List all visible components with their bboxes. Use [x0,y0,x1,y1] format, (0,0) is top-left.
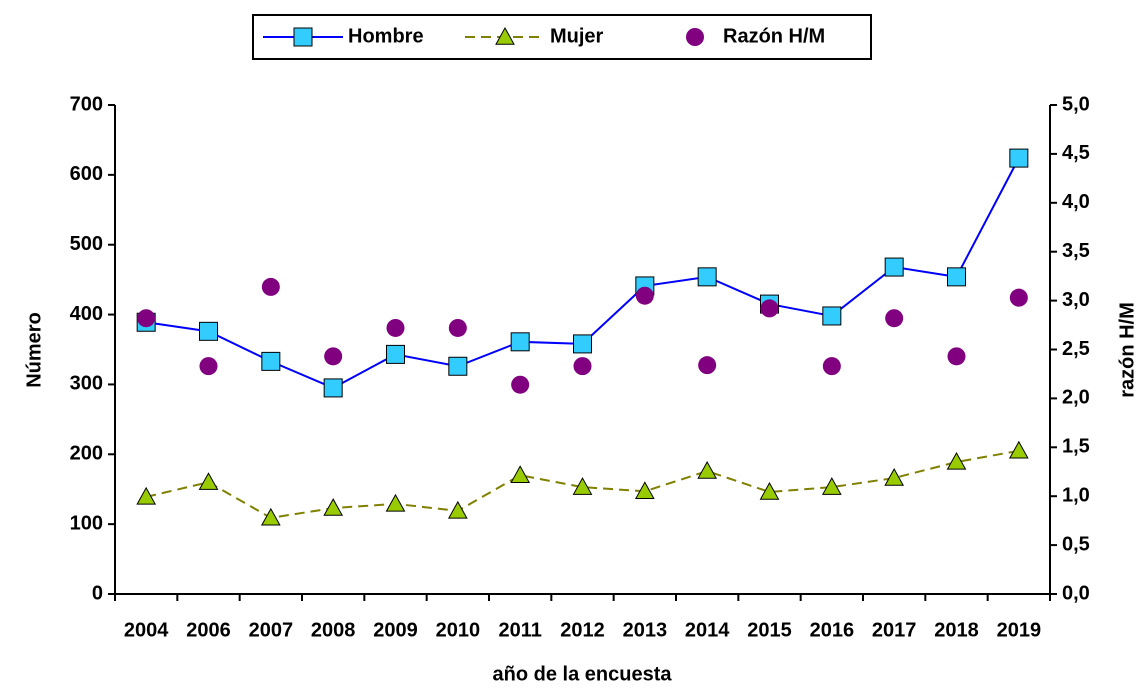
x-tick-label: 2013 [623,619,668,641]
x-tick-label: 2019 [997,619,1042,641]
x-tick-label: 2012 [560,619,605,641]
x-tick-label: 2007 [249,619,294,641]
y2-tick-label: 2,0 [1062,387,1090,409]
marker [947,267,966,287]
y2-tick-label: 3,5 [1062,240,1090,262]
y-tick-label: 100 [70,512,103,534]
marker [1009,148,1029,168]
x-tick-label: 2004 [124,619,169,641]
legend-marker [686,28,704,46]
marker [136,486,157,505]
marker [385,493,406,512]
marker [573,357,592,376]
legend-label: Hombre [348,25,424,47]
y-axis-title: Número [23,312,45,388]
y2-tick-label: 3,0 [1062,289,1090,311]
marker [323,378,343,398]
marker [1008,440,1029,459]
marker [386,318,405,337]
marker [510,465,531,483]
marker [199,321,218,341]
y-tick-label: 0 [92,582,103,604]
x-tick-label: 2009 [373,619,418,641]
marker [260,507,281,526]
y-tick-label: 200 [70,443,103,465]
marker [635,286,654,305]
marker [821,477,842,495]
y2-tick-label: 1,0 [1062,484,1090,506]
marker [137,309,156,328]
marker [947,347,966,366]
marker [447,500,468,519]
marker [884,257,904,277]
marker [572,477,593,495]
x-tick-label: 2008 [311,619,356,641]
marker [386,344,405,364]
marker [448,356,468,376]
marker [884,468,905,486]
x-tick-label: 2015 [747,619,792,641]
y2-tick-label: 4,5 [1062,142,1090,164]
x-tick-label: 2010 [436,619,481,641]
x-axis-title: año de la encuesta [493,663,673,685]
y2-tick-label: 0,0 [1062,582,1090,604]
marker [697,267,717,287]
marker [510,332,530,352]
y2-tick-label: 2,5 [1062,338,1090,360]
marker [698,356,717,375]
y-tick-label: 500 [70,233,103,255]
marker [634,481,655,500]
marker [822,357,841,376]
marker [760,299,779,318]
legend-box [252,14,872,60]
marker [697,461,718,479]
legend-marker [495,26,515,45]
y-tick-label: 700 [70,93,103,115]
x-tick-label: 2014 [685,619,730,641]
marker [199,357,218,376]
x-tick-label: 2006 [186,619,231,641]
x-tick-label: 2011 [498,619,541,641]
y2-tick-label: 1,5 [1062,436,1090,458]
x-tick-label: 2018 [934,619,979,641]
marker [323,498,344,516]
legend-marker [293,27,313,47]
y2-tick-label: 5,0 [1062,93,1090,115]
marker [946,451,967,470]
y2-tick-label: 0,5 [1062,533,1090,555]
marker [448,318,467,337]
marker [324,347,343,366]
marker [198,472,219,490]
y-tick-label: 600 [70,163,103,185]
y2-tick-label: 4,0 [1062,191,1090,213]
y-tick-label: 300 [70,373,103,395]
marker [511,375,530,394]
marker [822,306,842,326]
marker [261,351,281,371]
x-tick-label: 2016 [810,619,855,641]
marker [759,481,780,500]
legend-label: Razón H/M [723,25,825,47]
series-line [145,449,1020,519]
legend-label: Mujer [550,25,604,47]
marker [573,334,592,354]
marker [261,277,280,296]
marker [1009,288,1028,307]
x-tick-label: 2017 [872,619,917,641]
y-tick-label: 400 [70,303,103,325]
y2-axis-title: razón H/M [1116,302,1138,398]
marker [885,309,904,328]
